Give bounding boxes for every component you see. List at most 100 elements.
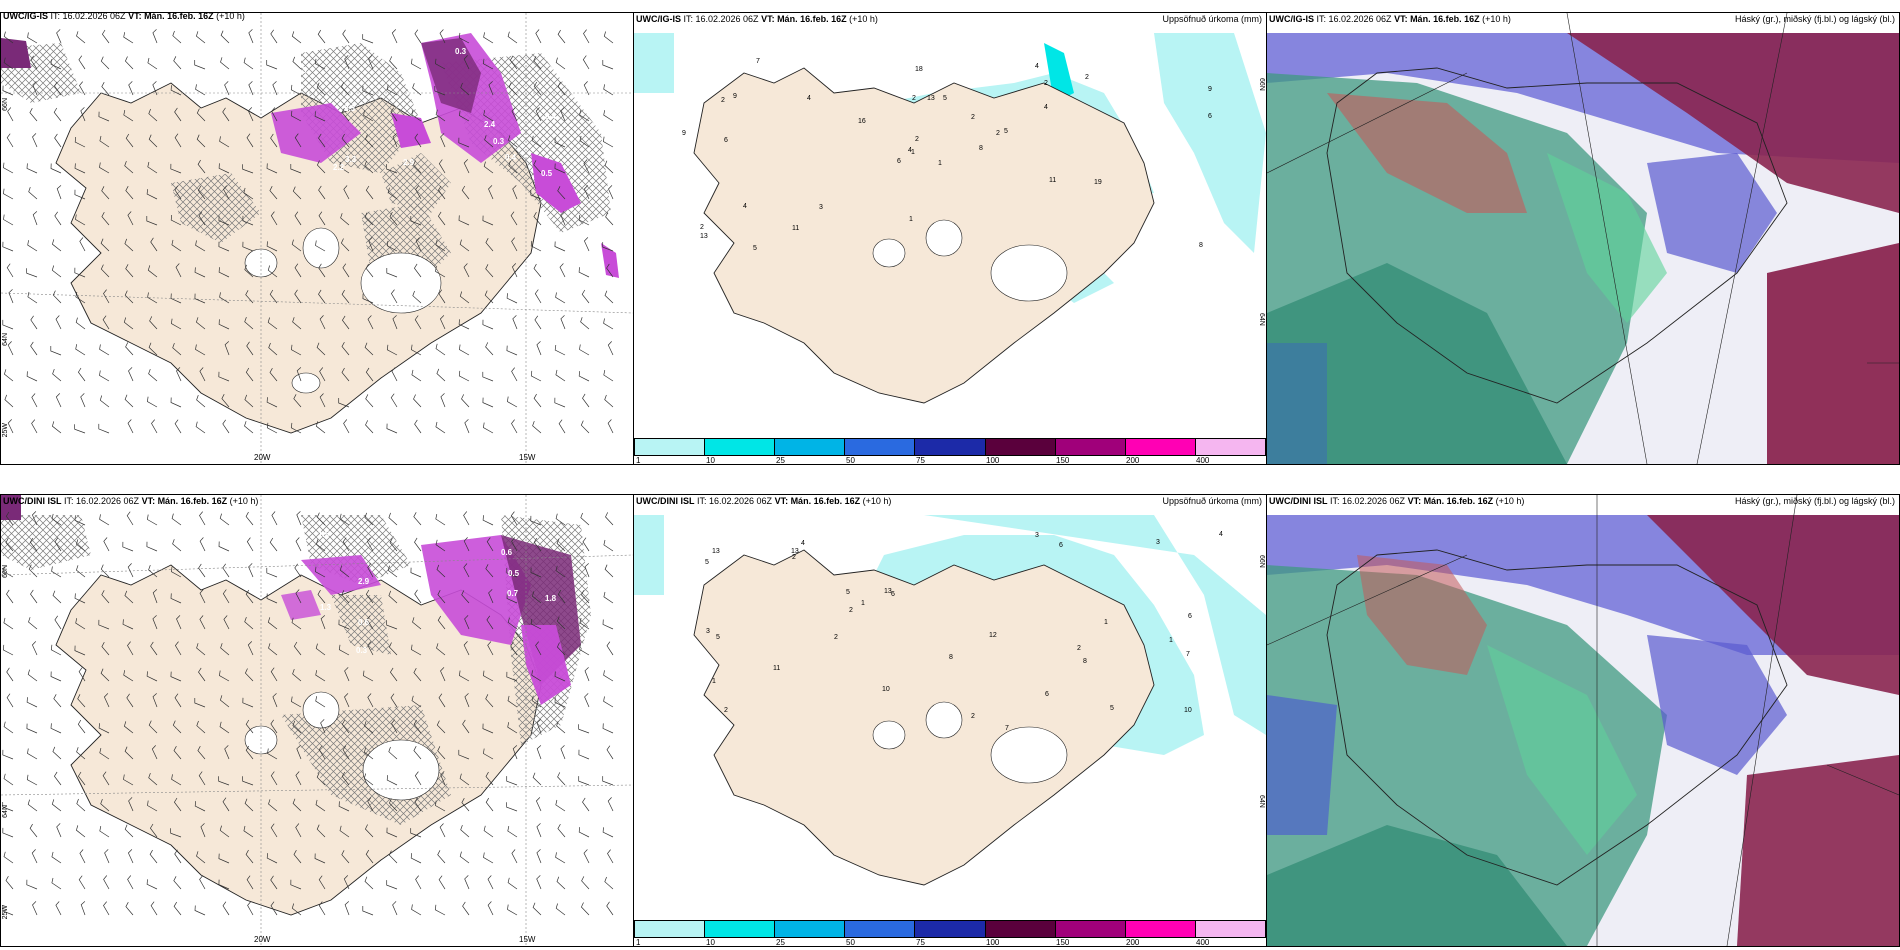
wind-barb [197,159,206,174]
wind-barb [485,342,494,356]
wind-barb [483,110,494,122]
wind-barb [27,669,38,682]
precip-value: 8 [1083,658,1087,665]
wind-barb [270,29,278,44]
wind-barb [440,393,446,408]
wind-barb [506,802,518,812]
wind-barb [413,746,422,760]
wind-barb [583,29,590,44]
wind-barb [556,721,566,734]
wind-barb [243,825,254,838]
wind-barb [341,133,350,148]
wind-barb [557,81,566,96]
wind-barb [292,798,302,812]
wind-barb [459,110,470,122]
wind-barb [295,537,302,552]
colorbar-label: 150 [1056,456,1070,465]
colorbar-label: 75 [916,456,925,465]
wind-barb [54,211,62,226]
wind-barb [533,263,542,278]
wind-barb [149,849,158,864]
wind-barb [75,618,86,630]
wind-barb [387,565,398,578]
wind-barb [410,216,422,226]
wind-barb [512,745,518,760]
wind-barb [602,827,614,838]
wind-barb [554,163,566,174]
wind-barb [7,419,14,434]
wind-barb [533,393,542,408]
wind-barb [222,589,230,604]
wind-barb [6,589,14,604]
wind-barb [317,29,326,44]
wind-barb [411,644,422,656]
wind-barb [315,566,326,578]
wind-barb [341,82,350,96]
wind-barb [99,344,110,356]
wind-barb [364,342,374,356]
wind-barb [76,747,86,760]
wind-barb [124,824,134,838]
wind-barb [125,133,134,148]
precip-value: 2 [971,114,975,121]
wind-barb [125,186,134,200]
wind-barb [319,315,326,330]
wind-barb [531,135,542,148]
wind-barb [74,593,86,604]
wind-barb [344,55,350,70]
wind-barb [318,901,326,916]
wind-barb [194,267,206,278]
wind-barb [271,511,278,526]
wind-barb [76,798,86,812]
panel-title: Uppsöfnuð úrkoma (mm) [1162,14,1262,24]
wind-barb [7,107,14,122]
wind-precip-value: 1.8 [545,594,557,603]
wind-precip-value: 0.5 [541,169,553,178]
wind-barb [488,185,494,200]
wind-barb [367,797,374,812]
wind-barb [387,84,398,96]
wind-barb [386,423,398,434]
wind-barb [437,850,446,864]
wind-barb [174,693,182,708]
wind-barb [366,537,374,552]
wind-barb [291,696,302,708]
wind-barb [579,617,590,630]
wind-barb [222,901,230,916]
wind-barb [30,315,38,330]
precip-value: 5 [1110,705,1114,712]
wind-barb [2,827,14,838]
wind-barb [316,82,326,96]
wind-barb [440,771,446,786]
wind-barb [483,852,494,864]
precip-value: 8 [979,145,983,152]
wind-barb [339,162,350,174]
wind-barb [26,163,38,174]
wind-barb [555,852,566,864]
wind-barb [602,723,614,734]
wind-barb [318,133,326,148]
wind-precip-value: 2.9 [403,158,415,167]
wind-barb [149,823,158,838]
wind-barb [533,537,542,552]
wind-barb [320,615,326,630]
wind-barb [3,851,14,864]
wind-barb [318,875,326,890]
wind-barb [50,163,62,174]
wind-barb [219,825,230,838]
wind-barb [291,239,302,252]
wind-barb [365,185,374,200]
wind-barb [147,57,158,70]
wind-barb [365,367,374,382]
wind-barb [364,212,374,226]
wind-barb [436,643,446,656]
wind-precip-value: 0.3 [356,646,368,655]
wind-barb [27,748,38,760]
wind-barb [439,315,446,330]
wind-barb [388,850,398,864]
wind-barb [603,31,614,44]
wind-barb [534,315,542,330]
wind-barb [606,745,614,760]
precip-value: 2 [1085,74,1089,81]
wind-barb [464,693,470,708]
